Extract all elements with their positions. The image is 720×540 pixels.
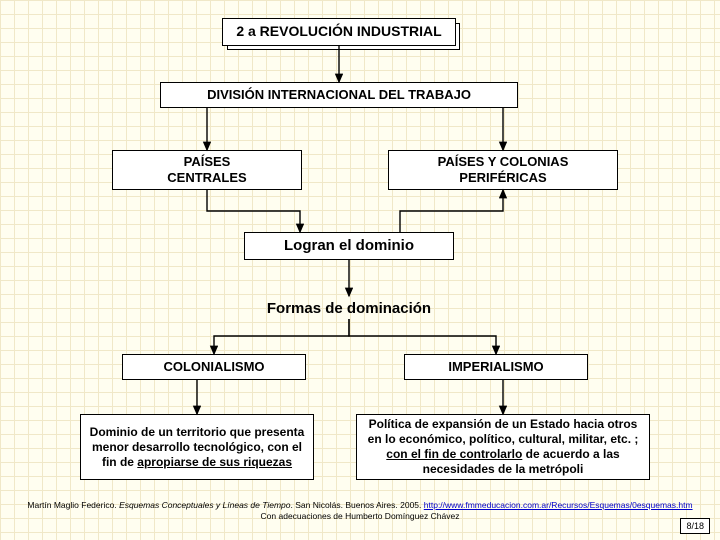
- page-number: 8/18: [680, 518, 710, 534]
- edge-n3-n5: [207, 190, 300, 232]
- node-colonialismo: COLONIALISMO: [122, 354, 306, 380]
- node-division-trabajo: DIVISIÓN INTERNACIONAL DEL TRABAJO: [160, 82, 518, 108]
- footer-link[interactable]: http://www.fmmeducacion.com.ar/Recursos/…: [424, 500, 693, 510]
- node-paises-centrales: PAÍSESCENTRALES: [112, 150, 302, 190]
- node-imperialismo-desc: Política de expansión de un Estado hacia…: [356, 414, 650, 480]
- node-label: PAÍSES Y COLONIASPERIFÉRICAS: [438, 154, 569, 187]
- node-label: Dominio de un territorio que presenta me…: [87, 425, 307, 470]
- footer-citation: Martín Maglio Federico. Esquemas Concept…: [0, 500, 720, 522]
- node-label: IMPERIALISMO: [448, 359, 543, 375]
- node-logran-dominio: Logran el dominio: [244, 232, 454, 260]
- node-label: Política de expansión de un Estado hacia…: [363, 417, 643, 477]
- free-label: Formas de dominación: [267, 300, 431, 317]
- edge-n5-n4: [400, 190, 503, 232]
- node-label: 2 a REVOLUCIÓN INDUSTRIAL: [236, 23, 441, 41]
- node-paises-perifericas: PAÍSES Y COLONIASPERIFÉRICAS: [388, 150, 618, 190]
- footer-pre: Martín Maglio Federico.: [27, 500, 119, 510]
- label-formas-dominacion: Formas de dominación: [244, 300, 454, 317]
- edge-f1-n7: [349, 319, 496, 354]
- footer-line2: Con adecuaciones de Humberto Domínguez C…: [261, 511, 460, 521]
- footer-ital: Esquemas Conceptuales y Líneas de Tiempo: [119, 500, 290, 510]
- node-label: COLONIALISMO: [163, 359, 264, 375]
- node-imperialismo: IMPERIALISMO: [404, 354, 588, 380]
- footer-post: . San Nicolás. Buenos Aires. 2005.: [291, 500, 424, 510]
- node-revolucion-industrial: 2 a REVOLUCIÓN INDUSTRIAL: [222, 18, 456, 46]
- node-colonialismo-desc: Dominio de un territorio que presenta me…: [80, 414, 314, 480]
- node-label: DIVISIÓN INTERNACIONAL DEL TRABAJO: [207, 87, 471, 103]
- edge-f1-n6: [214, 319, 349, 354]
- node-label: PAÍSESCENTRALES: [167, 154, 246, 187]
- node-label: Logran el dominio: [284, 237, 414, 256]
